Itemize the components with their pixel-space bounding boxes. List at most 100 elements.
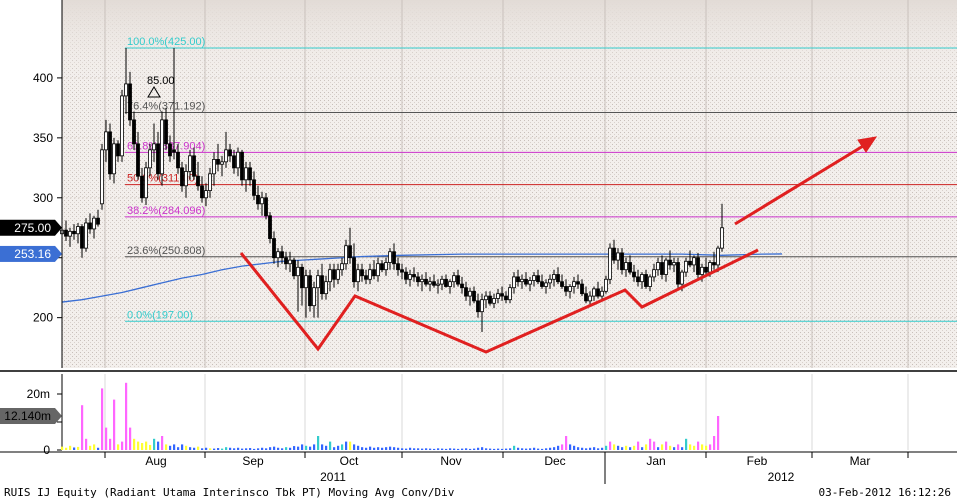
candle [84, 218, 88, 252]
volume-bar [209, 448, 212, 450]
candle-body [192, 155, 196, 177]
candle [260, 191, 264, 216]
candle [688, 250, 692, 268]
volume-bar [453, 448, 456, 450]
candle [156, 131, 160, 180]
volume-bar [553, 447, 556, 450]
volume-bar [541, 448, 544, 450]
candle-body [248, 167, 252, 181]
candle [704, 257, 708, 276]
volume-bar [73, 447, 76, 450]
candle-body [432, 281, 436, 286]
candle-body [352, 257, 356, 283]
candle-body [540, 281, 544, 287]
volume-bar [457, 448, 460, 450]
candle-body [392, 251, 396, 265]
volume-bar [637, 441, 640, 450]
candle [568, 284, 572, 299]
fib-label: 23.6%(250.808) [127, 245, 205, 257]
candle-body [552, 274, 556, 280]
candle [340, 257, 344, 276]
candle [384, 257, 388, 276]
candle-body [592, 288, 596, 297]
candle-body [408, 274, 412, 280]
candle-body [204, 190, 208, 199]
candle-body [400, 269, 404, 273]
volume-bar [465, 448, 468, 450]
candle-body [164, 119, 168, 145]
candle [648, 274, 652, 292]
volume-bar [285, 447, 288, 450]
volume-bar [425, 448, 428, 450]
volume-bar [505, 448, 508, 450]
volume-bar [693, 445, 696, 450]
volume-bar [653, 441, 656, 450]
candle-body [396, 263, 400, 271]
candle [512, 272, 516, 294]
candle [276, 248, 280, 268]
candle-body [96, 217, 100, 225]
candle [464, 281, 468, 301]
security-title: RUIS IJ Equity (Radiant Utama Interinsco… [4, 486, 455, 499]
candle [664, 257, 668, 282]
volume-tick-label: 20m [27, 387, 50, 401]
candle-body [128, 83, 132, 121]
candle-body [600, 290, 604, 297]
volume-bar [509, 448, 512, 450]
candle-body [700, 266, 704, 275]
candle [316, 269, 320, 318]
volume-bar [277, 447, 280, 450]
candle [244, 161, 248, 192]
candle [540, 274, 544, 289]
candle [468, 287, 472, 306]
volume-bar [213, 448, 216, 450]
candle [460, 276, 464, 294]
candle-body [388, 251, 392, 263]
volume-bar [717, 416, 720, 450]
volume-bar [141, 443, 144, 450]
volume-bar [445, 448, 448, 450]
candle-body [496, 293, 500, 299]
candle-body [312, 287, 316, 307]
candle [124, 47, 128, 114]
volume-current-box [0, 408, 55, 425]
volume-bar [237, 447, 240, 450]
candle [716, 245, 720, 273]
candle-body [636, 276, 640, 283]
candle-body [532, 275, 536, 281]
volume-bar [493, 448, 496, 450]
volume-bar [137, 441, 140, 450]
candle [532, 272, 536, 287]
volume-bar [569, 444, 572, 450]
volume-bar [513, 445, 516, 450]
candle [404, 267, 408, 285]
candle [672, 257, 676, 273]
volume-bar [105, 427, 108, 450]
volume-bar [433, 448, 436, 450]
candle [352, 243, 356, 288]
candle-body [480, 299, 484, 313]
candle-body [716, 247, 720, 266]
candle [192, 147, 196, 180]
price-chart: 100.0%(425.00)76.4%(371.192)61.8%(337.90… [0, 0, 957, 484]
candle-body [504, 295, 508, 301]
volume-bar [501, 448, 504, 450]
candle-body [588, 295, 592, 302]
volume-bar [601, 447, 604, 450]
volume-bar [573, 445, 576, 450]
candle [624, 257, 628, 277]
candle-body [180, 167, 184, 187]
candle-body [368, 269, 372, 280]
candle [444, 274, 448, 288]
volume-bar [497, 448, 500, 450]
candle [608, 243, 612, 285]
annotation-marker [147, 86, 161, 98]
volume-bar [481, 447, 484, 450]
volume-bar [101, 388, 104, 450]
month-label: Sep [242, 454, 264, 468]
ma-price-marker: 253.16 [0, 245, 62, 262]
last-price-marker: 275.00 [0, 219, 62, 236]
candle-body [668, 259, 672, 266]
candle-body [112, 143, 116, 175]
